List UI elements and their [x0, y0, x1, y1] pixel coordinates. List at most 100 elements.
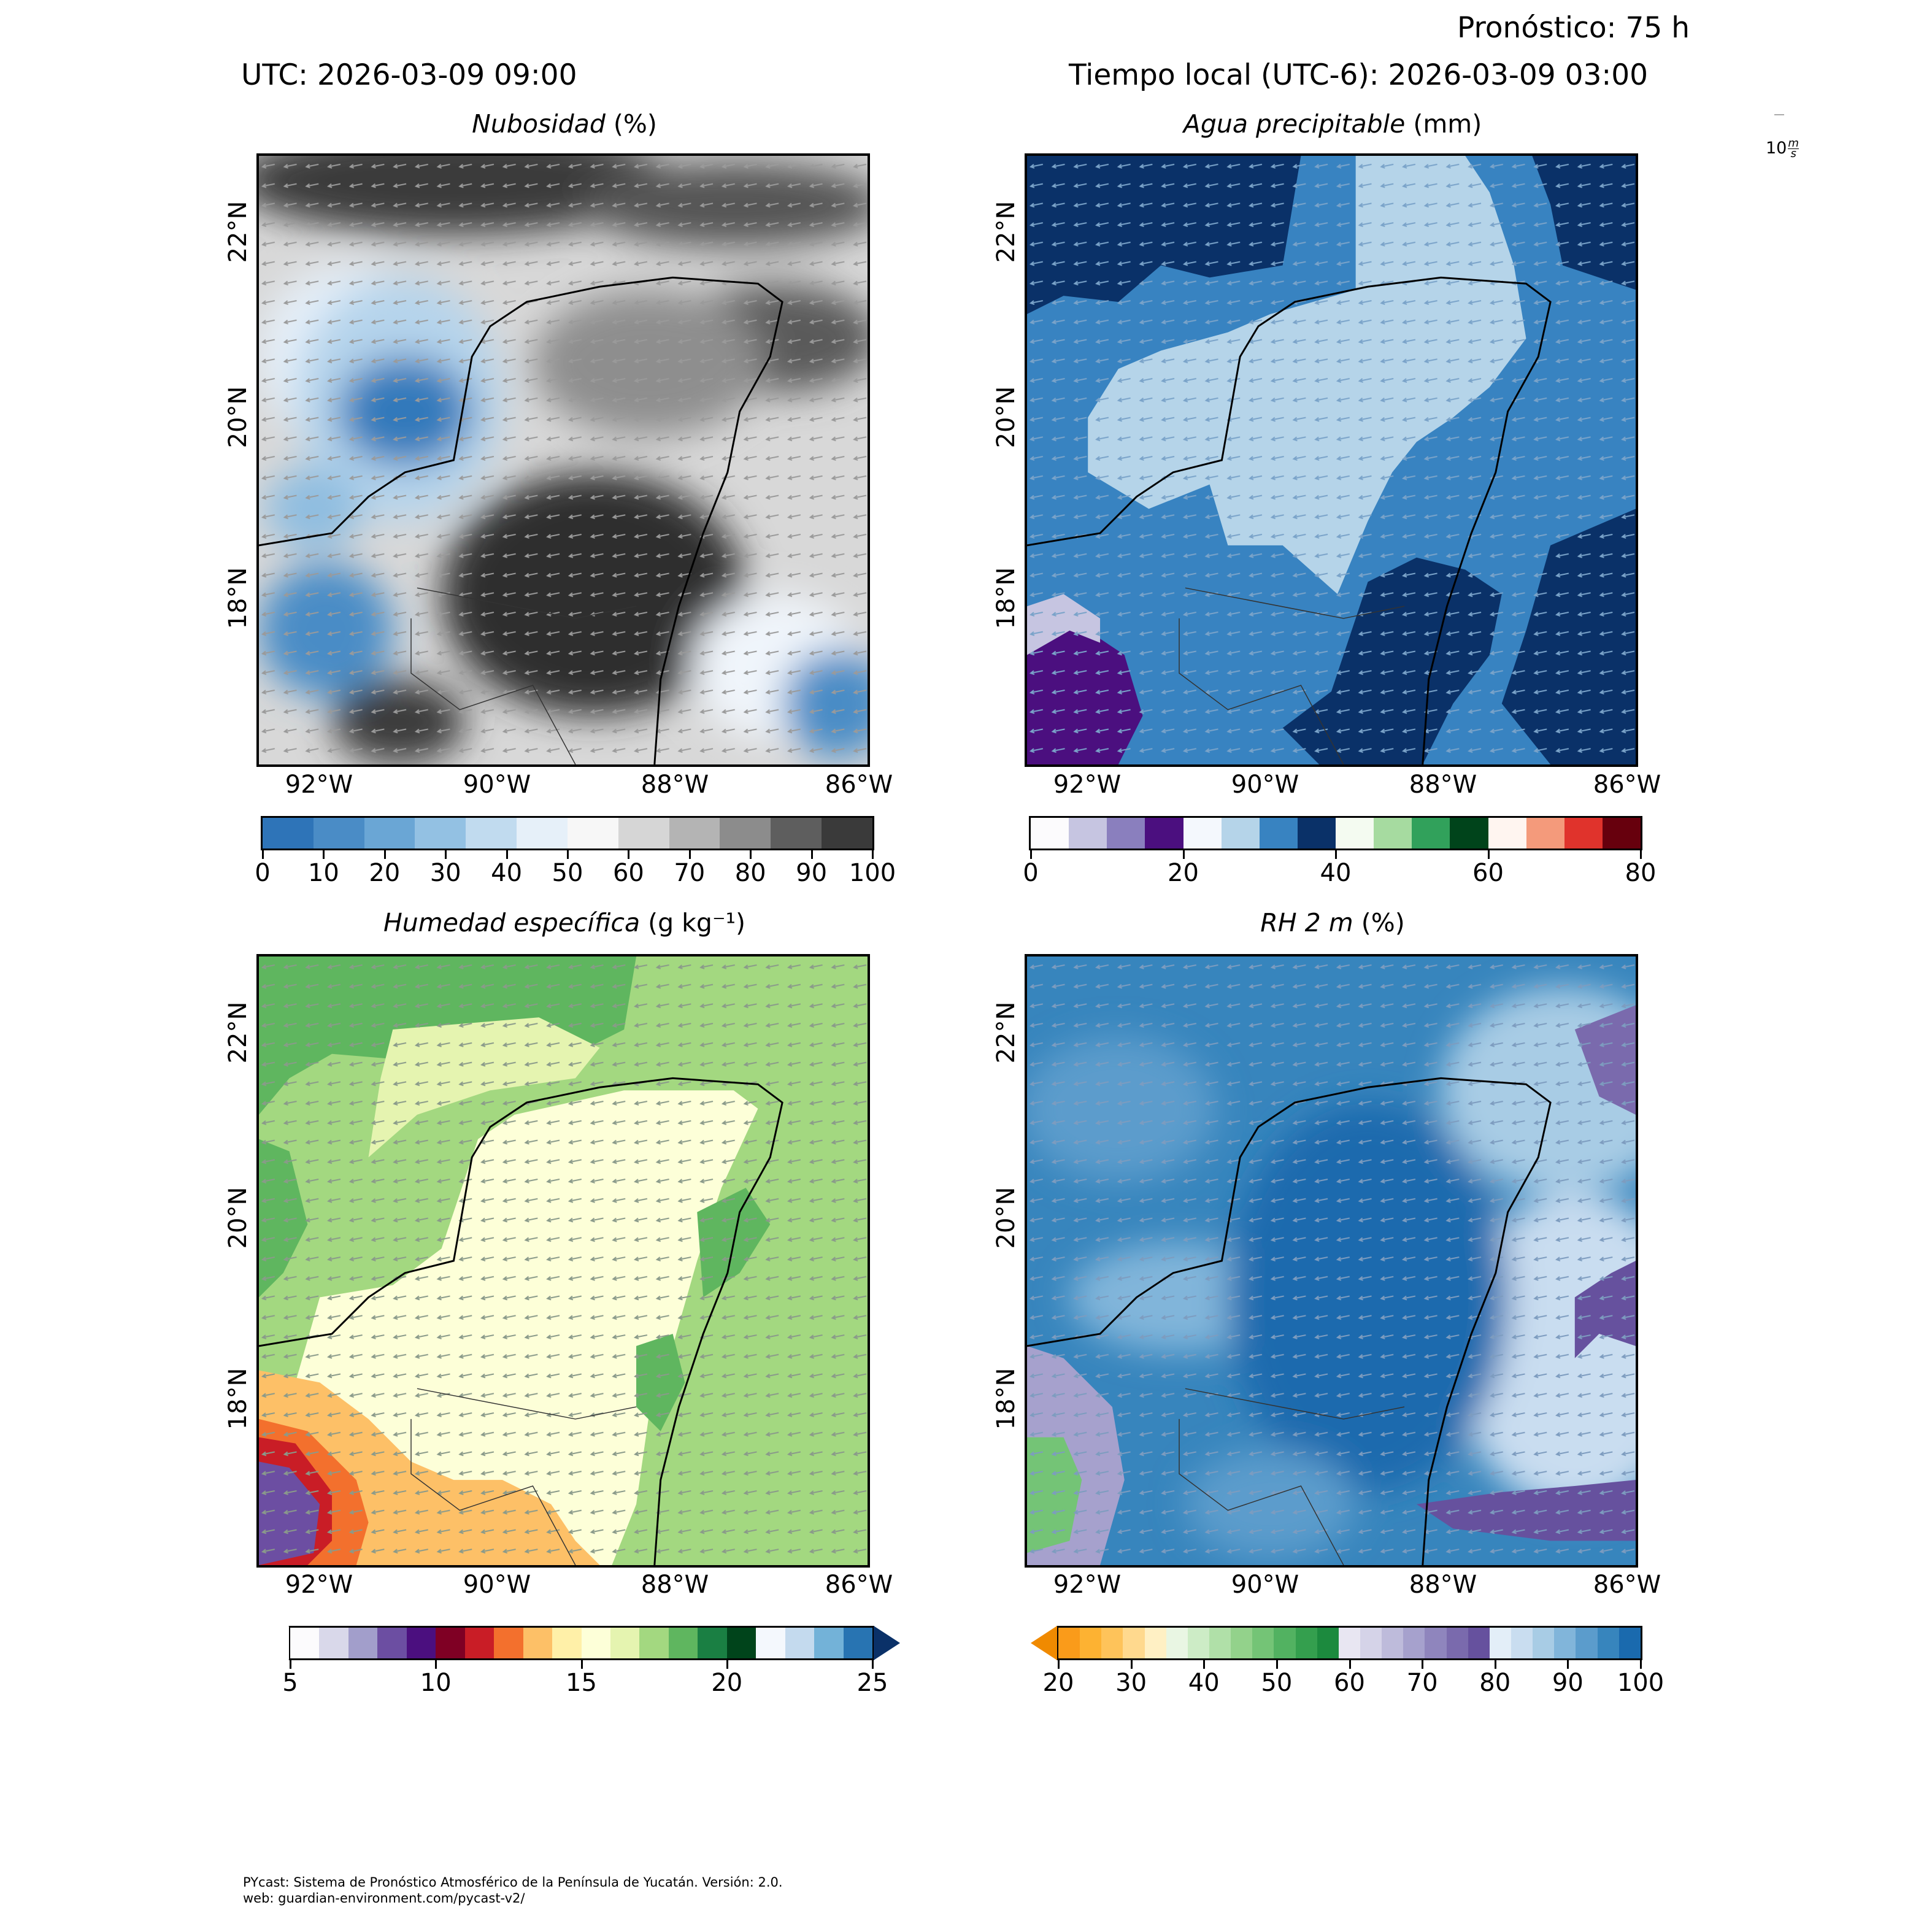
colorbar-segment	[1069, 818, 1107, 849]
colorbar-segment	[1231, 1628, 1253, 1658]
lon-label-90w-hum: 90°W	[463, 1571, 531, 1599]
colorbar-tick-mark	[435, 1660, 437, 1669]
colorbar-tick-label: 5	[282, 1669, 298, 1697]
colorbar-tick-label: 0	[255, 859, 271, 887]
colorbar-segment	[785, 1628, 815, 1658]
colorbar-tick-mark	[383, 850, 386, 859]
colorbar-segment	[1338, 1628, 1360, 1658]
colorbar-tick-label: 80	[734, 859, 766, 887]
colorbar-segment	[1252, 1628, 1274, 1658]
colorbar-segment	[1259, 818, 1298, 849]
colorbar-agua-precipitable	[1029, 816, 1642, 850]
colorbar-segment	[1145, 818, 1183, 849]
lon-label-92w-nub: 92°W	[285, 771, 353, 799]
colorbar-tick-label: 100	[1617, 1669, 1665, 1697]
lat-label-20n-nub: 20°N	[224, 386, 252, 448]
colorbar-segment	[1488, 818, 1526, 849]
colorbar-segment	[1489, 1628, 1511, 1658]
colorbar-tick-mark	[810, 850, 813, 859]
colorbar-segment	[1533, 1628, 1555, 1658]
colorbar-segment	[1374, 818, 1412, 849]
colorbar-tick-label: 20	[1042, 1669, 1074, 1697]
colorbar-segment	[436, 1628, 465, 1658]
colorbar-segment	[843, 1628, 873, 1658]
colorbar-rh-2m	[1031, 1626, 1642, 1660]
colorbar-tick-label: 90	[1552, 1669, 1584, 1697]
colorbar-segment	[610, 1628, 640, 1658]
colorbar-segment	[1526, 818, 1564, 849]
colorbar-tick-mark	[567, 850, 569, 859]
colorbar-tick-mark	[1567, 1660, 1569, 1669]
colorbar-tick-label: 20	[711, 1669, 743, 1697]
colorbar-segment	[1187, 1628, 1209, 1658]
lon-label-92w-hum: 92°W	[285, 1571, 353, 1599]
colorbar-under-triangle	[263, 1626, 289, 1660]
colorbar-segment	[1446, 1628, 1468, 1658]
colorbar-segment	[1576, 1628, 1598, 1658]
colorbar-segment	[517, 818, 568, 849]
colorbar-segment	[1597, 1628, 1619, 1658]
lon-label-86w-rh: 86°W	[1593, 1571, 1661, 1599]
colorbar-segment	[822, 818, 872, 849]
colorbar-segment	[1450, 818, 1488, 849]
colorbar-segment	[618, 818, 669, 849]
lon-label-88w-nub: 88°W	[641, 771, 709, 799]
colorbar-segment	[581, 1628, 610, 1658]
colorbar-segment	[668, 1628, 698, 1658]
colorbar-segment	[1360, 1628, 1382, 1658]
colorbar-tick-label: 0	[1023, 859, 1039, 887]
colorbar-segment	[1468, 1628, 1490, 1658]
colorbar-segment	[1183, 818, 1222, 849]
colorbar-tick-mark	[1494, 1660, 1496, 1669]
wind-key-unit-m: m	[1788, 137, 1799, 150]
lat-label-20n-agua: 20°N	[992, 386, 1020, 448]
footer-credits: PYcast: Sistema de Pronóstico Atmosféric…	[243, 1874, 783, 1906]
lat-label-18n-hum: 18°N	[224, 1368, 252, 1430]
colorbar-segment	[1425, 1628, 1447, 1658]
colorbar-segment	[698, 1628, 727, 1658]
colorbar-tick-label: 60	[1334, 1669, 1365, 1697]
colorbar-segment	[1166, 1628, 1188, 1658]
colorbar-tick-label: 100	[849, 859, 896, 887]
colorbar-tick-mark	[872, 850, 874, 859]
colorbar-tick-mark	[1640, 1660, 1642, 1669]
colorbar-tick-label: 90	[796, 859, 828, 887]
colorbar-tick-mark	[726, 1660, 728, 1669]
map-rh-2m	[1025, 954, 1638, 1568]
colorbar-tick-label: 50	[1261, 1669, 1293, 1697]
colorbar-segment	[552, 1628, 582, 1658]
colorbar-segment	[1031, 818, 1069, 849]
colorbar-segment	[263, 818, 314, 849]
wind-key: 10 m s	[1761, 110, 1799, 160]
colorbar-segment	[313, 818, 364, 849]
colorbar-segment	[1080, 1628, 1102, 1658]
colorbar-tick-label: 15	[566, 1669, 597, 1697]
colorbar-segment	[523, 1628, 553, 1658]
lon-label-90w-nub: 90°W	[463, 771, 531, 799]
wind-key-label: 10	[1766, 139, 1787, 158]
colorbar-tick-mark	[1276, 1660, 1278, 1669]
lat-label-22n-rh: 22°N	[992, 1001, 1020, 1064]
colorbar-segment	[415, 818, 466, 849]
colorbar-segment	[1297, 818, 1336, 849]
colorbar-tick-label: 10	[420, 1669, 452, 1697]
colorbar-tick-label: 40	[1320, 859, 1352, 887]
footer-line-1: PYcast: Sistema de Pronóstico Atmosféric…	[243, 1875, 783, 1890]
colorbar-tick-mark	[1130, 1660, 1133, 1669]
lon-label-88w-hum: 88°W	[641, 1571, 709, 1599]
colorbar-tick-mark	[445, 850, 447, 859]
colorbar-over-triangle	[874, 1626, 900, 1660]
map-agua-precipitable	[1025, 153, 1638, 767]
colorbar-tick-label: 30	[1115, 1669, 1147, 1697]
colorbar-segment	[1336, 818, 1374, 849]
colorbar-tick-mark	[1203, 1660, 1206, 1669]
colorbar-segment	[1317, 1628, 1339, 1658]
colorbar-segment	[1058, 1628, 1080, 1658]
colorbar-tick-mark	[688, 850, 691, 859]
colorbar-segment	[466, 818, 517, 849]
colorbar-segment	[494, 1628, 523, 1658]
panel-title-humedad: Humedad específica (g kg⁻¹)	[383, 908, 746, 937]
colorbar-tick-mark	[1349, 1660, 1351, 1669]
colorbar-tick-label: 70	[1406, 1669, 1438, 1697]
colorbar-tick-mark	[506, 850, 508, 859]
